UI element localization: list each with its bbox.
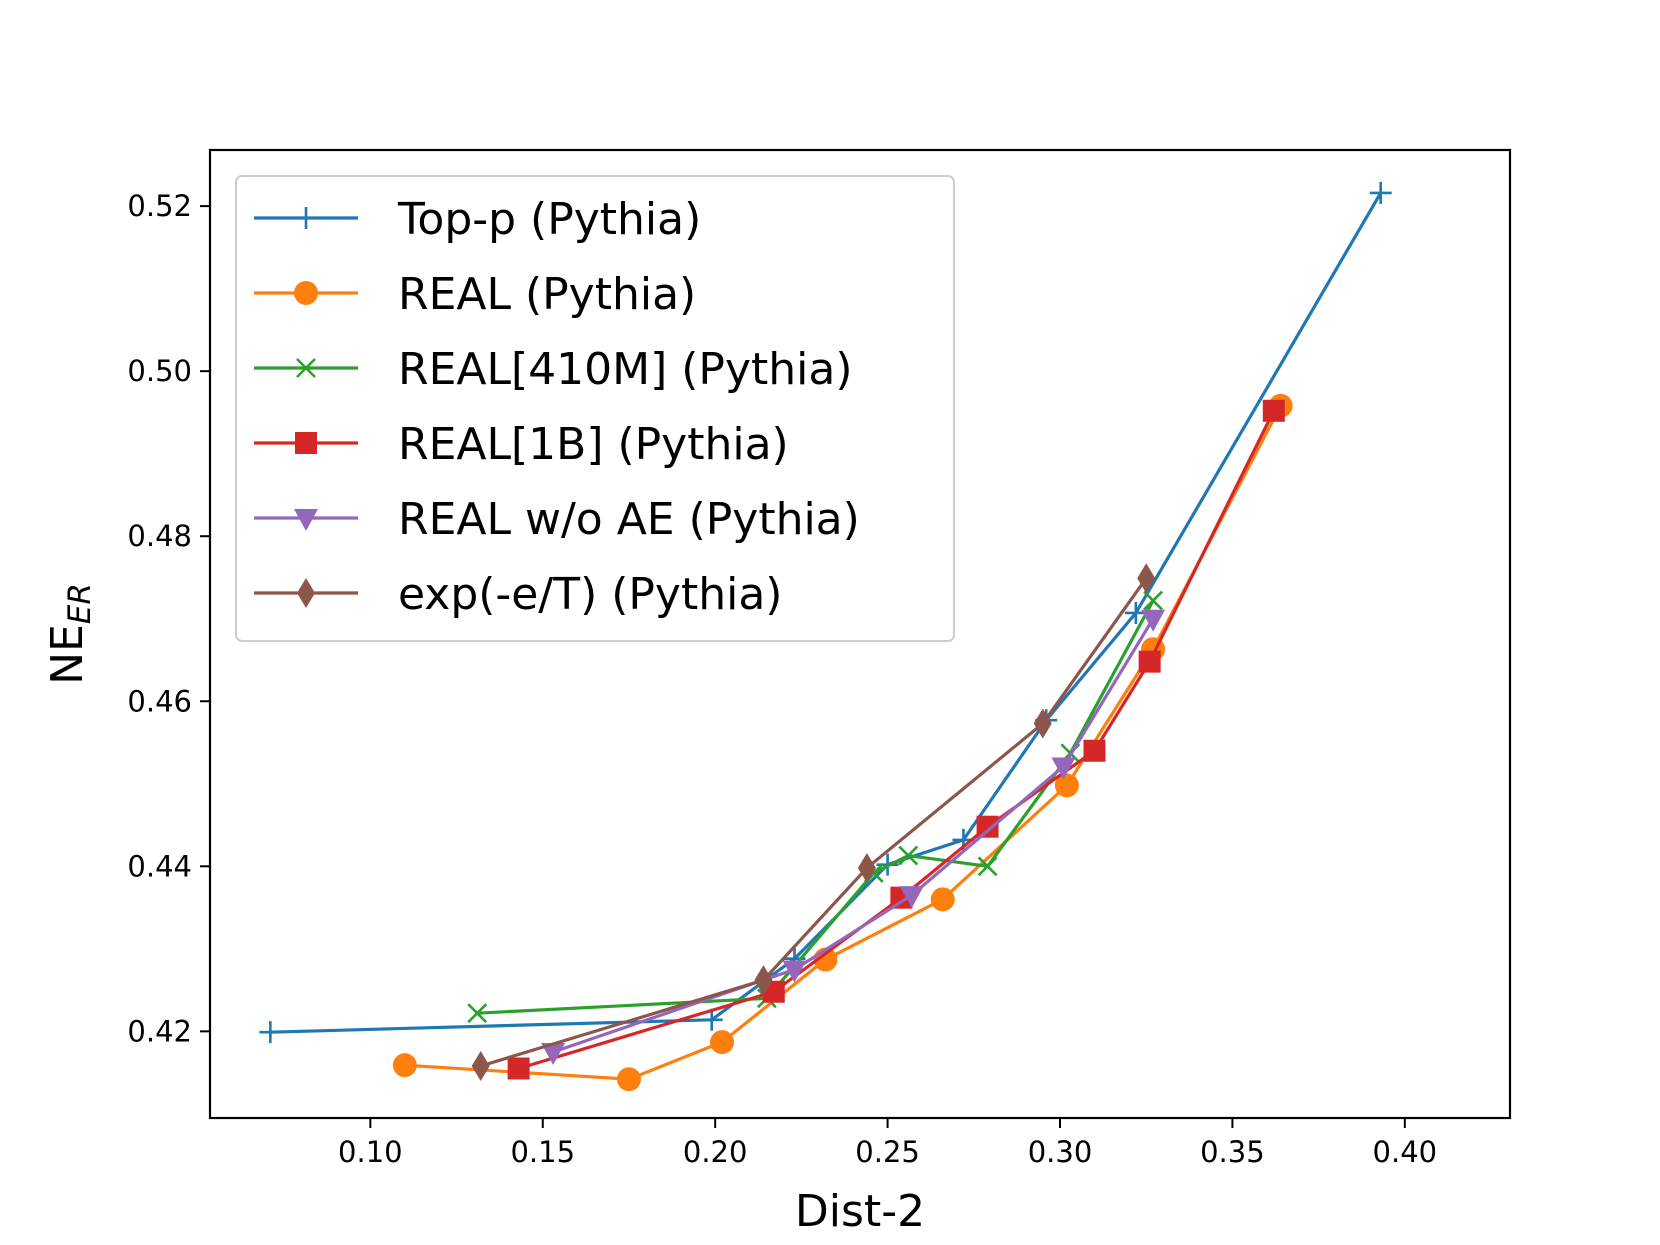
legend-label: exp(-e/T) (Pythia) bbox=[398, 569, 782, 620]
data-point bbox=[1369, 181, 1392, 204]
data-point bbox=[754, 965, 773, 996]
plot-area-frame bbox=[208, 148, 1512, 1120]
data-point bbox=[1138, 650, 1161, 673]
legend-swatch-marker bbox=[294, 509, 318, 531]
data-point bbox=[541, 1042, 566, 1065]
legend-item: REAL w/o AE (Pythia) bbox=[254, 494, 860, 545]
data-point bbox=[857, 852, 876, 883]
data-point bbox=[1083, 739, 1106, 762]
series-3 bbox=[507, 399, 1285, 1080]
legend-label: REAL (Pythia) bbox=[398, 269, 696, 320]
legend-item: Top-p (Pythia) bbox=[254, 194, 701, 245]
legend: Top-p (Pythia) REAL (Pythia) REAL[410M] (P… bbox=[235, 175, 955, 642]
data-point bbox=[1137, 563, 1156, 594]
data-point bbox=[616, 1067, 641, 1092]
legend-item: REAL (Pythia) bbox=[254, 269, 696, 320]
legend-label: REAL[410M] (Pythia) bbox=[398, 344, 852, 395]
data-point bbox=[467, 1003, 488, 1024]
data-point bbox=[782, 960, 807, 983]
series-line bbox=[270, 192, 1383, 1034]
data-point bbox=[507, 1057, 530, 1080]
series-4 bbox=[541, 609, 1166, 1065]
legend-item: exp(-e/T) (Pythia) bbox=[254, 569, 782, 620]
series-5 bbox=[471, 563, 1156, 1082]
legend-label: Top-p (Pythia) bbox=[397, 194, 701, 245]
series-layer bbox=[259, 181, 1392, 1092]
data-point bbox=[1051, 757, 1076, 780]
x-tick-label: 0.10 bbox=[338, 1135, 403, 1169]
data-point bbox=[976, 815, 999, 838]
x-tick-label: 0.40 bbox=[1373, 1135, 1438, 1169]
data-point bbox=[1143, 590, 1164, 611]
legend-swatch-marker bbox=[295, 432, 317, 454]
data-point bbox=[977, 856, 998, 877]
y-axis-label-subscript: ER bbox=[62, 583, 98, 624]
data-point bbox=[710, 1030, 735, 1055]
data-point bbox=[930, 887, 955, 912]
ticks-layer: 0.10 0.15 0.20 0.25 0.30 0.35 0.40 0.42 0.44 0.46… bbox=[127, 189, 1437, 1169]
y-tick-label: 0.48 bbox=[127, 519, 192, 553]
y-tick-label: 0.42 bbox=[127, 1014, 192, 1048]
x-tick-label: 0.15 bbox=[510, 1135, 575, 1169]
legend-swatch-marker bbox=[297, 578, 315, 608]
data-point bbox=[1033, 708, 1052, 739]
data-point bbox=[1262, 399, 1285, 422]
legend-swatch-marker bbox=[294, 281, 318, 305]
x-axis-label: Dist-2 bbox=[795, 1186, 925, 1237]
data-point bbox=[899, 886, 924, 909]
data-point bbox=[392, 1053, 417, 1078]
legend-box bbox=[235, 175, 955, 642]
legend-item: REAL[410M] (Pythia) bbox=[254, 344, 852, 395]
legend-item: REAL[1B] (Pythia) bbox=[254, 419, 789, 470]
y-tick-label: 0.52 bbox=[127, 189, 192, 223]
y-tick-label: 0.50 bbox=[127, 354, 192, 388]
legend-label: REAL[1B] (Pythia) bbox=[398, 419, 789, 470]
x-tick-label: 0.20 bbox=[683, 1135, 748, 1169]
x-tick-label: 0.30 bbox=[1028, 1135, 1093, 1169]
legend-swatch-marker bbox=[295, 207, 317, 229]
series-1 bbox=[392, 393, 1293, 1092]
data-point bbox=[259, 1021, 282, 1044]
y-axis-label-main: NE bbox=[42, 624, 93, 685]
data-point bbox=[471, 1051, 490, 1082]
data-point bbox=[1141, 609, 1166, 632]
y-tick-label: 0.44 bbox=[127, 849, 192, 883]
legend-swatch-marker bbox=[296, 358, 316, 378]
x-tick-label: 0.35 bbox=[1200, 1135, 1265, 1169]
y-axis-label: NEER bbox=[42, 583, 98, 685]
legend-label: REAL w/o AE (Pythia) bbox=[398, 494, 860, 545]
data-point bbox=[898, 845, 919, 866]
data-point bbox=[700, 1008, 723, 1031]
x-tick-label: 0.25 bbox=[855, 1135, 920, 1169]
y-tick-label: 0.46 bbox=[127, 684, 192, 718]
data-point bbox=[1054, 773, 1079, 798]
